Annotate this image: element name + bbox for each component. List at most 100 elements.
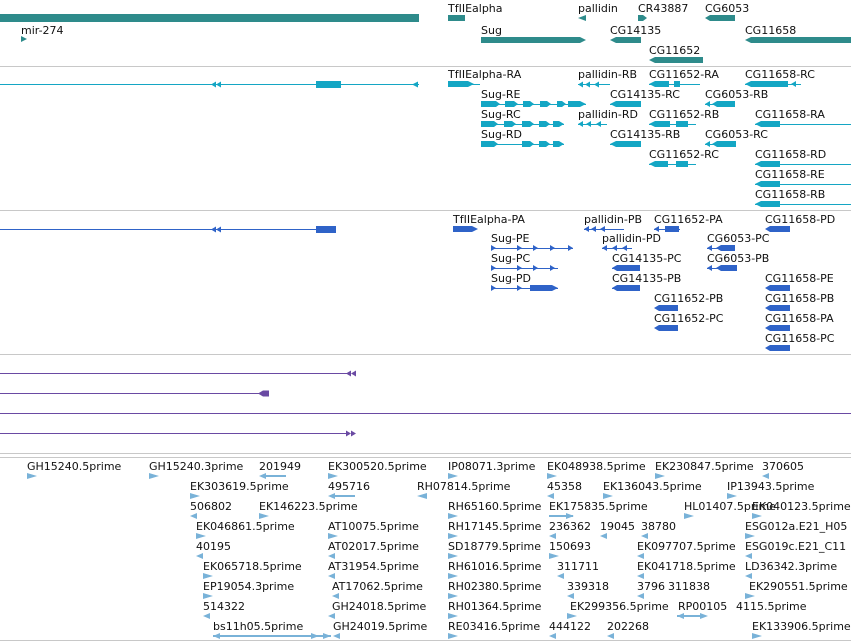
sug-gene[interactable] [481, 37, 586, 43]
est-feature[interactable] [259, 473, 266, 479]
est-feature[interactable] [603, 493, 613, 499]
alignment-row[interactable] [0, 430, 356, 437]
est-label: 202268 [607, 620, 649, 633]
est-feature[interactable] [332, 593, 339, 599]
est-feature[interactable] [448, 593, 458, 599]
est-feature[interactable] [196, 553, 203, 559]
est-label: EK146223.5prime [259, 500, 358, 513]
est-feature[interactable] [448, 633, 458, 639]
protein-label: Sug-PE [491, 232, 530, 245]
transcript-left[interactable] [0, 81, 419, 88]
est-feature[interactable] [213, 635, 331, 637]
est-feature[interactable] [745, 533, 755, 539]
est-feature[interactable] [448, 513, 458, 519]
cg11652-gene[interactable] [649, 57, 703, 63]
protein-label: CG11652-PA [654, 213, 723, 226]
est-feature[interactable] [752, 513, 762, 519]
transcript-row-5[interactable] [649, 161, 851, 207]
est-feature[interactable] [547, 493, 554, 499]
protein-label: CG11652-PB [654, 292, 723, 305]
pallidin-gene[interactable] [578, 15, 586, 21]
protein-label: CG6053-PC [707, 232, 770, 245]
est-feature[interactable] [637, 553, 644, 559]
est-feature[interactable] [328, 613, 335, 619]
est-feature[interactable] [328, 553, 335, 559]
transcript-row-4[interactable] [481, 141, 736, 147]
est-feature[interactable] [203, 593, 213, 599]
est-feature[interactable] [566, 513, 574, 519]
est-feature[interactable] [549, 633, 556, 639]
est-label: EK046861.5prime [196, 520, 295, 533]
est-feature[interactable] [745, 593, 755, 599]
est-feature[interactable] [762, 473, 769, 479]
est-feature[interactable] [549, 553, 559, 559]
est-feature[interactable] [567, 593, 574, 599]
est-feature[interactable] [190, 513, 197, 519]
est-feature[interactable] [27, 473, 37, 479]
est-feature[interactable] [567, 613, 577, 619]
est-feature[interactable] [259, 513, 269, 519]
est-feature[interactable] [677, 613, 708, 619]
transcript-row-1[interactable] [448, 81, 801, 88]
est-label: RP00105 [678, 600, 727, 613]
est-feature[interactable] [448, 553, 458, 559]
est-feature[interactable] [547, 473, 557, 479]
est-feature[interactable] [677, 615, 705, 617]
cr43887-gene[interactable] [638, 15, 647, 21]
est-feature[interactable] [448, 533, 458, 539]
est-label: RH07814.5prime [417, 480, 511, 493]
est-label: EK065718.5prime [203, 560, 302, 573]
est-feature[interactable] [333, 633, 340, 639]
est-feature[interactable] [328, 533, 338, 539]
est-label: IP13943.5prime [727, 480, 815, 493]
protein-row-2[interactable] [491, 245, 735, 251]
est-feature[interactable] [637, 573, 644, 579]
est-feature[interactable] [335, 495, 355, 497]
est-feature[interactable] [637, 593, 644, 599]
est-feature[interactable] [149, 473, 159, 479]
mir-274-gene[interactable] [21, 36, 27, 42]
est-feature[interactable] [745, 573, 752, 579]
protein-row-5[interactable] [654, 305, 790, 351]
est-label: EK133906.5prime [752, 620, 851, 633]
protein-row-1[interactable] [453, 226, 790, 232]
protein-left[interactable] [0, 226, 336, 233]
est-feature[interactable] [684, 513, 694, 519]
est-feature[interactable] [557, 573, 564, 579]
est-feature[interactable] [190, 493, 200, 499]
transcript-row-2[interactable] [481, 101, 735, 107]
est-feature[interactable] [203, 573, 213, 579]
protein-row-4[interactable] [491, 285, 790, 291]
alignment-row[interactable] [0, 390, 269, 397]
cg14135-gene[interactable] [610, 37, 641, 43]
est-feature[interactable] [655, 473, 665, 479]
est-feature[interactable] [448, 613, 458, 619]
protein-row-3[interactable] [491, 265, 737, 271]
est-feature[interactable] [600, 533, 607, 539]
cg6053-gene[interactable] [705, 15, 735, 21]
est-feature[interactable] [328, 573, 335, 579]
est-feature[interactable] [266, 475, 286, 477]
cg11658-gene[interactable] [745, 37, 851, 43]
est-feature[interactable] [417, 493, 427, 499]
est-label: 236362 [549, 520, 591, 533]
est-feature[interactable] [448, 473, 458, 479]
gene-span-left[interactable] [0, 14, 419, 22]
tfiiealpha-gene[interactable] [448, 15, 465, 21]
est-feature[interactable] [328, 493, 335, 499]
est-feature[interactable] [328, 473, 338, 479]
est-feature[interactable] [745, 553, 752, 559]
est-feature[interactable] [607, 633, 614, 639]
est-feature[interactable] [549, 515, 573, 517]
est-feature[interactable] [549, 533, 556, 539]
est-feature[interactable] [752, 633, 762, 639]
transcript-row-3[interactable] [481, 121, 851, 127]
est-feature[interactable] [203, 613, 210, 619]
protein-label: Sug-PD [491, 272, 531, 285]
alignment-row[interactable] [0, 370, 356, 377]
est-feature[interactable] [196, 533, 206, 539]
est-feature[interactable] [727, 493, 737, 499]
est-feature[interactable] [448, 573, 458, 579]
est-feature[interactable] [641, 533, 648, 539]
